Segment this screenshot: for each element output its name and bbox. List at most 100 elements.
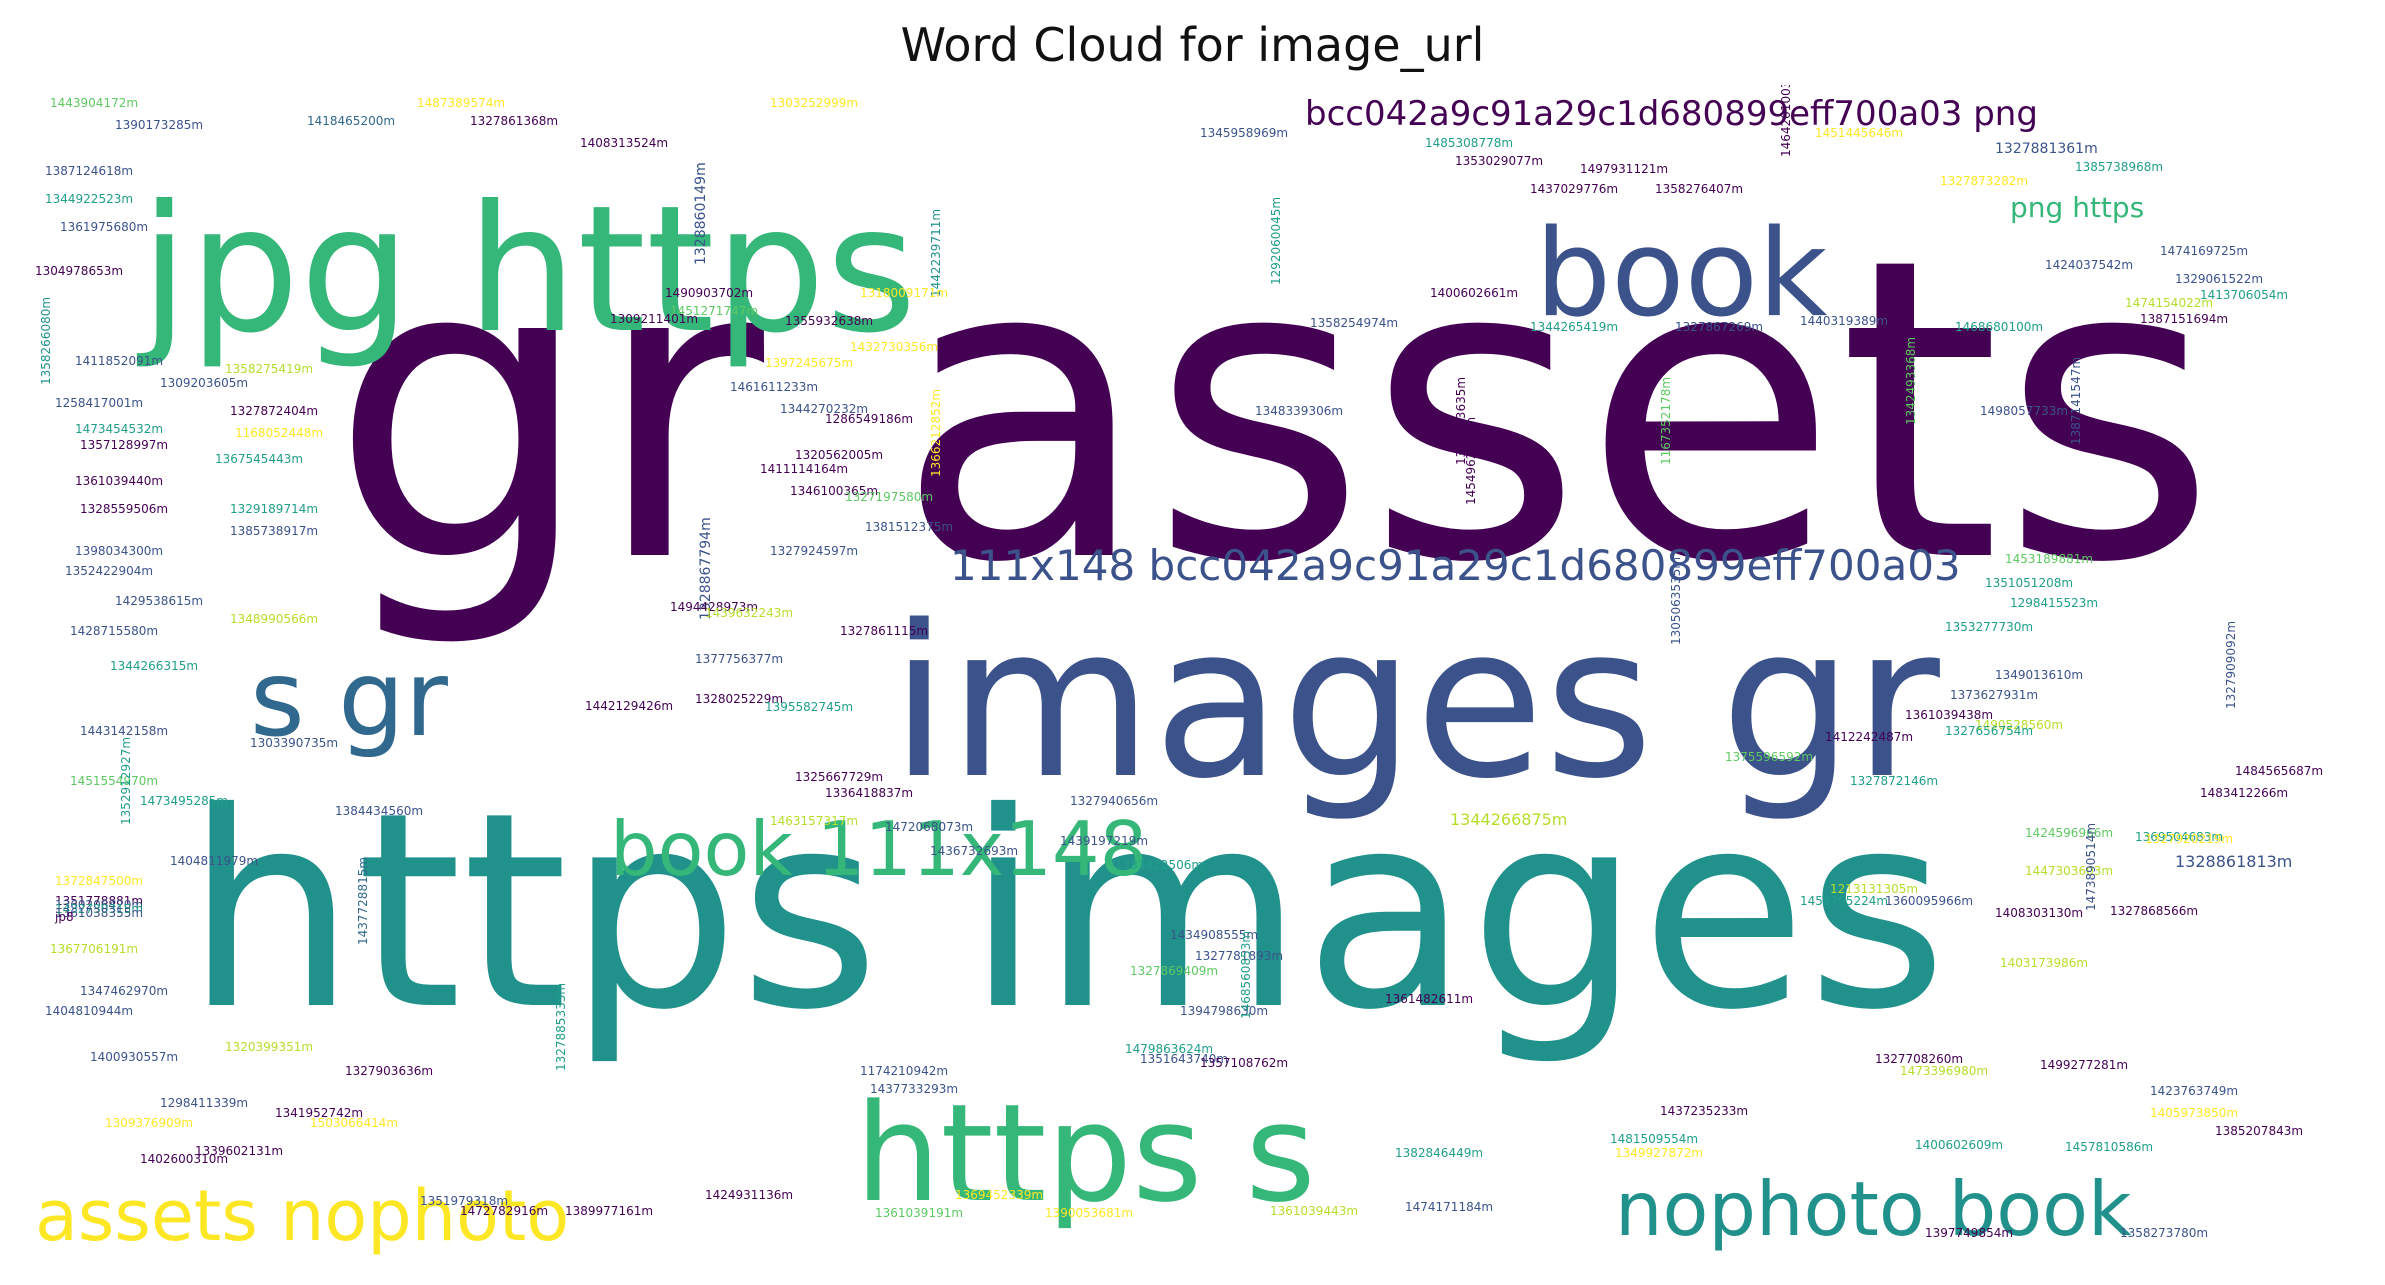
- word-18: 1443904172m: [50, 96, 138, 110]
- word-32: 1497931121m: [1580, 162, 1668, 176]
- word-103: 1390053681m: [1045, 1206, 1133, 1220]
- word-174: 1459795224m: [1800, 894, 1888, 908]
- word-131: 1463157317m: [770, 814, 858, 828]
- word-16: 1328860149m: [693, 162, 709, 265]
- word-118: 1381512375m: [865, 520, 953, 534]
- word-173: 1327868566m: [2110, 904, 2198, 918]
- word-171: 1213131305m: [1830, 882, 1918, 896]
- word-142: 1174210942m: [860, 1064, 948, 1078]
- word-47: 1344265419m: [1530, 320, 1618, 334]
- word-21: 1344922523m: [45, 192, 133, 206]
- word-40: 1329061522m: [2175, 272, 2263, 286]
- word-123: 1377756377m: [695, 652, 783, 666]
- word-181: 1473890514m: [2084, 823, 2098, 911]
- word-15: 1344266875m: [1450, 810, 1567, 829]
- word-121: 1494428973m: [670, 600, 758, 614]
- word-42: 1413706054m: [2200, 288, 2288, 302]
- word-148: 1327873635m: [1454, 377, 1468, 465]
- word-97: 1351979318m: [420, 1194, 508, 1208]
- word-9: assets nophoto: [35, 1175, 569, 1257]
- word-24: 1487389574m: [417, 96, 505, 110]
- word-132: 1436732693m: [930, 844, 1018, 858]
- word-170: 1447303603m: [2025, 864, 2113, 878]
- word-53: 1451271747m: [670, 304, 758, 318]
- word-76: 1443142158m: [80, 724, 168, 738]
- word-26: 1327861368m: [470, 114, 558, 128]
- word-146: 1348339306m: [1255, 404, 1343, 418]
- word-139: 1468560853m: [1239, 931, 1253, 1019]
- word-172: 1360095966m: [1885, 894, 1973, 908]
- word-84: 1437728815m: [356, 857, 370, 945]
- word-175: 1408303130m: [1995, 906, 2083, 920]
- word-28: 1303252999m: [770, 96, 858, 110]
- word-98: 1472782916m: [460, 1204, 548, 1218]
- word-108: 1397245675m: [765, 356, 853, 370]
- word-73: 1428715580m: [70, 624, 158, 638]
- word-11: bcc042a9c91a29c1d680899eff700a03 png: [1305, 94, 2038, 134]
- word-153: 1292060045m: [1269, 197, 1283, 285]
- word-190: 1457810586m: [2065, 1140, 2153, 1154]
- word-69: 1385738917m: [230, 524, 318, 538]
- word-101: 1361039191m: [875, 1206, 963, 1220]
- word-87: 1404810944m: [45, 1004, 133, 1018]
- word-1: https images: [185, 754, 1947, 1069]
- word-191: 1400602609m: [1915, 1138, 2003, 1152]
- chart-title: Word Cloud for image_url: [900, 18, 1485, 72]
- word-109: 1432730356m: [850, 340, 938, 354]
- word-49: 1400602661m: [1430, 286, 1518, 300]
- word-61: 1327872404m: [230, 404, 318, 418]
- word-120: 1327861115m: [840, 624, 928, 638]
- word-37: 1385738968m: [2075, 160, 2163, 174]
- word-166: 1375596592m: [1725, 750, 1813, 764]
- word-79: 1473495285m: [140, 794, 228, 808]
- word-143: 1357108762m: [1200, 1056, 1288, 1070]
- word-55: 1355932638m: [785, 314, 873, 328]
- word-188: 1437235233m: [1660, 1104, 1748, 1118]
- word-151: 1342493368m: [1904, 337, 1918, 425]
- word-182: 1327708260m: [1875, 1052, 1963, 1066]
- word-83: 1372847500m: [55, 874, 143, 888]
- word-158: 1353277730m: [1945, 620, 2033, 634]
- word-129: 1472068073m: [885, 820, 973, 834]
- word-25: 1418465200m: [307, 114, 395, 128]
- word-93: 1309376909m: [105, 1116, 193, 1130]
- word-126: 1395582745m: [765, 700, 853, 714]
- word-29: 1345958969m: [1200, 126, 1288, 140]
- word-107: 1358273780m: [2120, 1226, 2208, 1240]
- word-38: 1474169725m: [2160, 244, 2248, 258]
- word-48: 1358254974m: [1310, 316, 1398, 330]
- word-154: 1464201003m: [1779, 85, 1793, 157]
- word-193: 1349927872m: [1615, 1146, 1703, 1160]
- word-140: 1479863624m: [1125, 1042, 1213, 1056]
- word-45: 1440319389m: [1800, 314, 1888, 328]
- word-185: 1423763749m: [2150, 1084, 2238, 1098]
- word-62: 1473454532m: [75, 422, 163, 436]
- word-155: 1453189881m: [2005, 552, 2093, 566]
- word-189: 1481509554m: [1610, 1132, 1698, 1146]
- word-64: 1357128997m: [80, 438, 168, 452]
- word-164: 1412242487m: [1825, 730, 1913, 744]
- word-81: 1352912927m: [119, 737, 133, 825]
- word-199: jp8: [54, 910, 74, 924]
- word-114: 1320562005m: [795, 448, 883, 462]
- word-184: 1499277281m: [2040, 1058, 2128, 1072]
- word-162: 1361039438m: [1905, 708, 1993, 722]
- word-165: 1327656754m: [1945, 724, 2033, 738]
- word-178: 1484565687m: [2235, 764, 2323, 778]
- word-134: 1333822506m: [1115, 858, 1203, 872]
- word-94: 1503066414m: [310, 1116, 398, 1130]
- word-176: 1403173986m: [2000, 956, 2088, 970]
- word-60: 1258417001m: [55, 396, 143, 410]
- word-23: 1304978653m: [35, 264, 123, 278]
- word-150: 1167352178m: [1659, 377, 1673, 465]
- word-65: 1367545443m: [215, 452, 303, 466]
- word-51: 1490903702m: [665, 286, 753, 300]
- word-160: 1349013610m: [1995, 668, 2083, 682]
- word-88: 1400930557m: [90, 1050, 178, 1064]
- word-70: 1398034300m: [75, 544, 163, 558]
- word-152: 1387141547m: [2069, 357, 2083, 445]
- word-197: 1432730315m: [55, 902, 143, 916]
- word-30: 1485308778m: [1425, 136, 1513, 150]
